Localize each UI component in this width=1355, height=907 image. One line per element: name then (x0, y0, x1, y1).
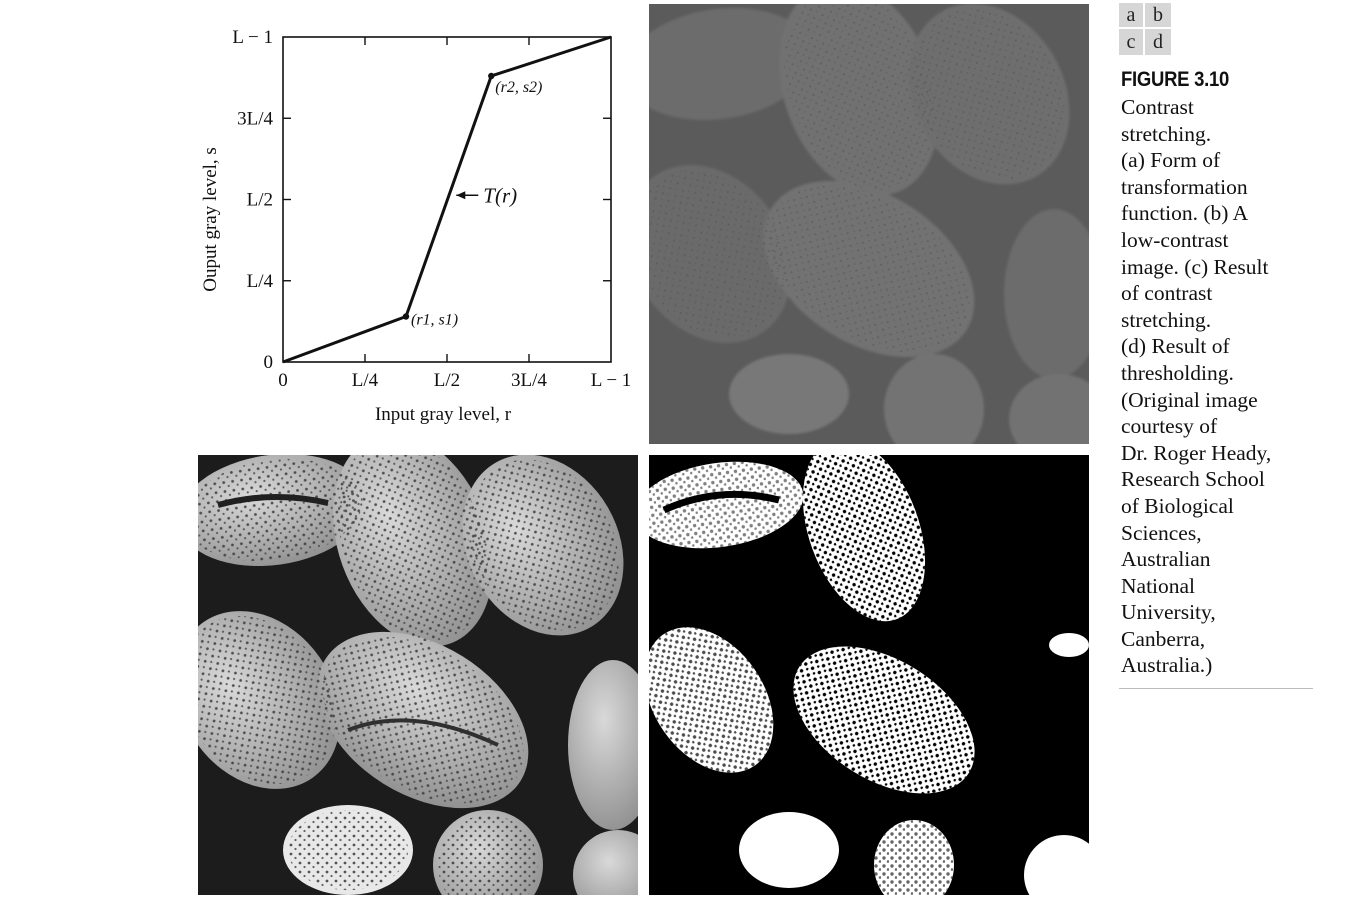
breakpoint-marker (488, 72, 495, 80)
caption-text: Contrast stretching. (a) Form of transforma… (1121, 94, 1313, 679)
x-tick-label: L/2 (434, 370, 460, 391)
caption-line: Contrast (1121, 95, 1194, 119)
point-label-r2s2: (r2, s2) (495, 79, 542, 96)
curve-label-tr: T(r) (483, 183, 517, 207)
figure-caption: FIGURE 3.10 Contrast stretching. (a) Form … (1121, 66, 1313, 679)
y-tick-label: 0 (264, 352, 274, 373)
caption-line: National (1121, 573, 1196, 598)
caption-line: courtesy of (1121, 414, 1218, 439)
caption-line: stretching. (1121, 121, 1212, 146)
caption-line: transformation (1121, 174, 1248, 199)
caption-line: function. (b) A (1121, 201, 1249, 226)
caption-line: (d) Result of (1121, 334, 1230, 359)
tr-arrow-head (456, 191, 466, 200)
panel-key-a: a (1119, 3, 1145, 29)
caption-line: thresholding. (1121, 360, 1234, 385)
caption-line: stretching. (1121, 307, 1212, 332)
x-axis-title: Input gray level, r (375, 404, 512, 425)
caption-line: (a) Form of (1121, 148, 1221, 173)
y-tick-label: L/2 (247, 190, 273, 211)
thresholded-image (649, 455, 1089, 895)
caption-line: Sciences, (1121, 520, 1202, 545)
caption-line: Research School (1121, 467, 1265, 492)
x-tick-label: 3L/4 (511, 370, 547, 391)
y-tick-label: L/4 (247, 271, 274, 292)
x-tick-label: L − 1 (591, 370, 632, 391)
y-tick-label: 3L/4 (237, 108, 273, 129)
caption-line: low-contrast (1121, 227, 1229, 252)
y-axis-title: Ouput gray level, s (200, 147, 221, 292)
contrast-stretched-image (198, 455, 638, 895)
panel-key-d: d (1145, 29, 1171, 55)
caption-line: of Biological (1121, 493, 1234, 518)
caption-divider (1119, 688, 1313, 689)
caption-line: (Original image (1121, 387, 1258, 412)
plot-svg: 0 L/4 L/2 3L/4 L − 1 0 L/4 L/2 3L/4 L − 1 (r1, s1)… (200, 27, 632, 425)
pollen-image-low-contrast (649, 4, 1089, 444)
point-label-r1s1: (r1, s1) (411, 312, 458, 329)
y-tick-label: L − 1 (232, 27, 273, 48)
caption-line: Canberra, (1121, 626, 1206, 651)
panel-key-c: c (1119, 29, 1145, 55)
transformation-plot: 0 L/4 L/2 3L/4 L − 1 0 L/4 L/2 3L/4 L − 1 (r1, s1)… (196, 20, 640, 430)
panel-key-b: b (1145, 3, 1171, 29)
breakpoint-marker (402, 313, 410, 320)
x-tick-label: 0 (278, 370, 288, 391)
figure-label: FIGURE 3.10 (1121, 68, 1230, 91)
caption-line: of contrast (1121, 281, 1213, 306)
panel-key: a b c d (1119, 3, 1171, 55)
caption-line: Dr. Roger Heady, (1121, 440, 1272, 465)
caption-line: University, (1121, 600, 1216, 625)
caption-line: Australia.) (1121, 653, 1213, 678)
transform-curve (282, 35, 612, 364)
pollen-image-thresholded (649, 455, 1089, 895)
low-contrast-image (649, 4, 1089, 444)
pollen-image-stretched (198, 455, 638, 895)
caption-line: Australian (1121, 547, 1211, 572)
x-tick-label: L/4 (352, 370, 379, 391)
caption-line: image. (c) Result (1121, 254, 1269, 279)
